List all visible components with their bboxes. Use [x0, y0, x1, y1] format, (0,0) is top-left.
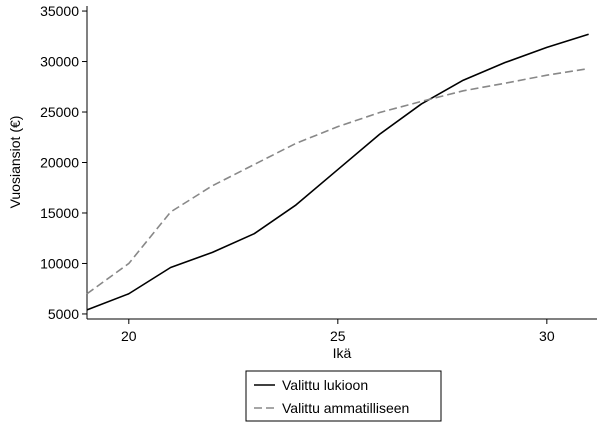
legend: Valittu lukioon Valittu ammatilliseen [245, 370, 442, 422]
series-line-ammatilliseen [86, 67, 589, 295]
legend-box [245, 370, 442, 422]
x-axis-ticks: 20 25 30 [121, 319, 555, 344]
x-tick-label: 20 [121, 328, 137, 344]
y-axis-ticks: 5000 10000 15000 20000 25000 30000 35000 [40, 3, 87, 322]
y-tick-label: 30000 [40, 54, 79, 70]
plot-area: 5000 10000 15000 20000 25000 30000 35000 20 25 3… [40, 3, 597, 344]
y-tick-label: 10000 [40, 255, 79, 271]
y-tick-label: 20000 [40, 155, 79, 171]
y-tick-label: 15000 [40, 205, 79, 221]
y-axis-label: Vuosiansiot (€) [7, 116, 23, 209]
legend-label-lukioon: Valittu lukioon [282, 377, 368, 393]
x-tick-label: 25 [330, 328, 346, 344]
y-tick-label: 5000 [48, 306, 79, 322]
y-tick-label: 25000 [40, 104, 79, 120]
legend-label-ammatilliseen: Valittu ammatilliseen [282, 400, 409, 416]
x-axis-label: Ikä [333, 345, 352, 361]
series-line-lukioon [86, 33, 589, 311]
y-tick-label: 35000 [40, 3, 79, 19]
x-tick-label: 30 [539, 328, 555, 344]
series-layer [86, 33, 589, 311]
